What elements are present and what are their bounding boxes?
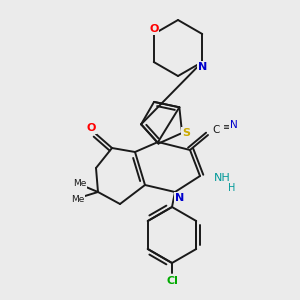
Text: Me: Me	[71, 196, 85, 205]
Text: S: S	[182, 128, 190, 138]
Text: Cl: Cl	[166, 276, 178, 286]
Text: NH: NH	[214, 173, 230, 183]
Text: H: H	[228, 183, 236, 193]
Text: O: O	[149, 24, 158, 34]
Text: O: O	[86, 123, 96, 133]
Text: Me: Me	[73, 179, 87, 188]
Text: ≡: ≡	[223, 122, 231, 132]
Text: C: C	[212, 125, 220, 135]
Text: N: N	[230, 120, 238, 130]
Text: N: N	[176, 193, 184, 203]
Text: N: N	[198, 62, 207, 72]
